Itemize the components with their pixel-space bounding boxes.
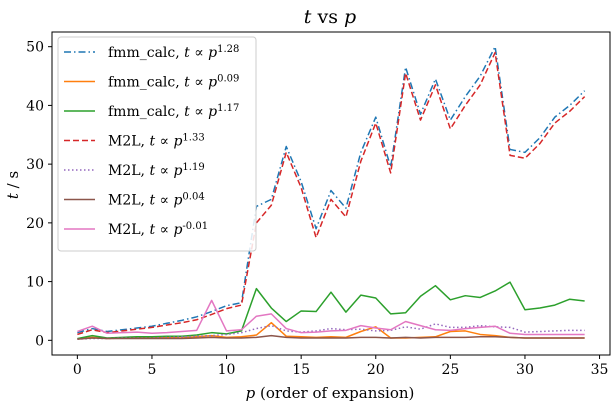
x-tick-label: 25 xyxy=(441,362,459,378)
legend-label-3: fmm_calc, t ∝ p1.17 xyxy=(108,103,239,121)
series-line-5 xyxy=(77,323,585,340)
y-tick-label: 40 xyxy=(26,98,44,114)
series-layer xyxy=(77,45,586,340)
series-line-7 xyxy=(77,299,585,336)
y-tick-label: 0 xyxy=(35,333,44,349)
legend-box xyxy=(57,36,257,252)
x-tick-label: 15 xyxy=(292,362,310,378)
x-ticks: 0 5 10 15 20 25 30 35 xyxy=(73,355,609,378)
x-tick-label: 10 xyxy=(218,362,236,378)
legend-label-6: M2L, t ∝ p0.04 xyxy=(108,191,205,209)
x-tick-label: 20 xyxy=(367,362,385,378)
legend-label-4: M2L, t ∝ p1.33 xyxy=(108,132,205,150)
series-line-1 xyxy=(77,45,586,334)
x-axis-label: p (order of expansion) xyxy=(246,384,415,402)
legend-label-5: M2L, t ∝ p1.19 xyxy=(108,162,205,180)
legend-label-7: M2L, t ∝ p-0.01 xyxy=(108,221,208,239)
legend: fmm_calc, t ∝ p1.28 fmm_calc, t ∝ p0.09 fm… xyxy=(57,36,257,252)
y-tick-label: 50 xyxy=(26,40,44,56)
series-line-4 xyxy=(77,51,586,336)
series-line-6 xyxy=(77,334,585,340)
y-tick-label: 30 xyxy=(26,157,44,173)
x-tick-label: 30 xyxy=(516,362,534,378)
series-line-3 xyxy=(77,281,585,340)
chart-title: t vs p xyxy=(304,6,356,28)
y-axis-label: t / s xyxy=(4,171,22,199)
y-tick-label: 10 xyxy=(26,275,44,291)
x-tick-label: 5 xyxy=(148,362,157,378)
plot-frame xyxy=(51,31,611,356)
y-tick-label: 20 xyxy=(26,216,44,232)
x-tick-label: 35 xyxy=(591,362,609,378)
legend-label-1: fmm_calc, t ∝ p1.28 xyxy=(108,44,239,62)
y-ticks: 0 10 20 30 40 50 xyxy=(26,40,52,349)
x-tick-label: 0 xyxy=(73,362,82,378)
legend-label-2: fmm_calc, t ∝ p0.09 xyxy=(108,73,239,91)
